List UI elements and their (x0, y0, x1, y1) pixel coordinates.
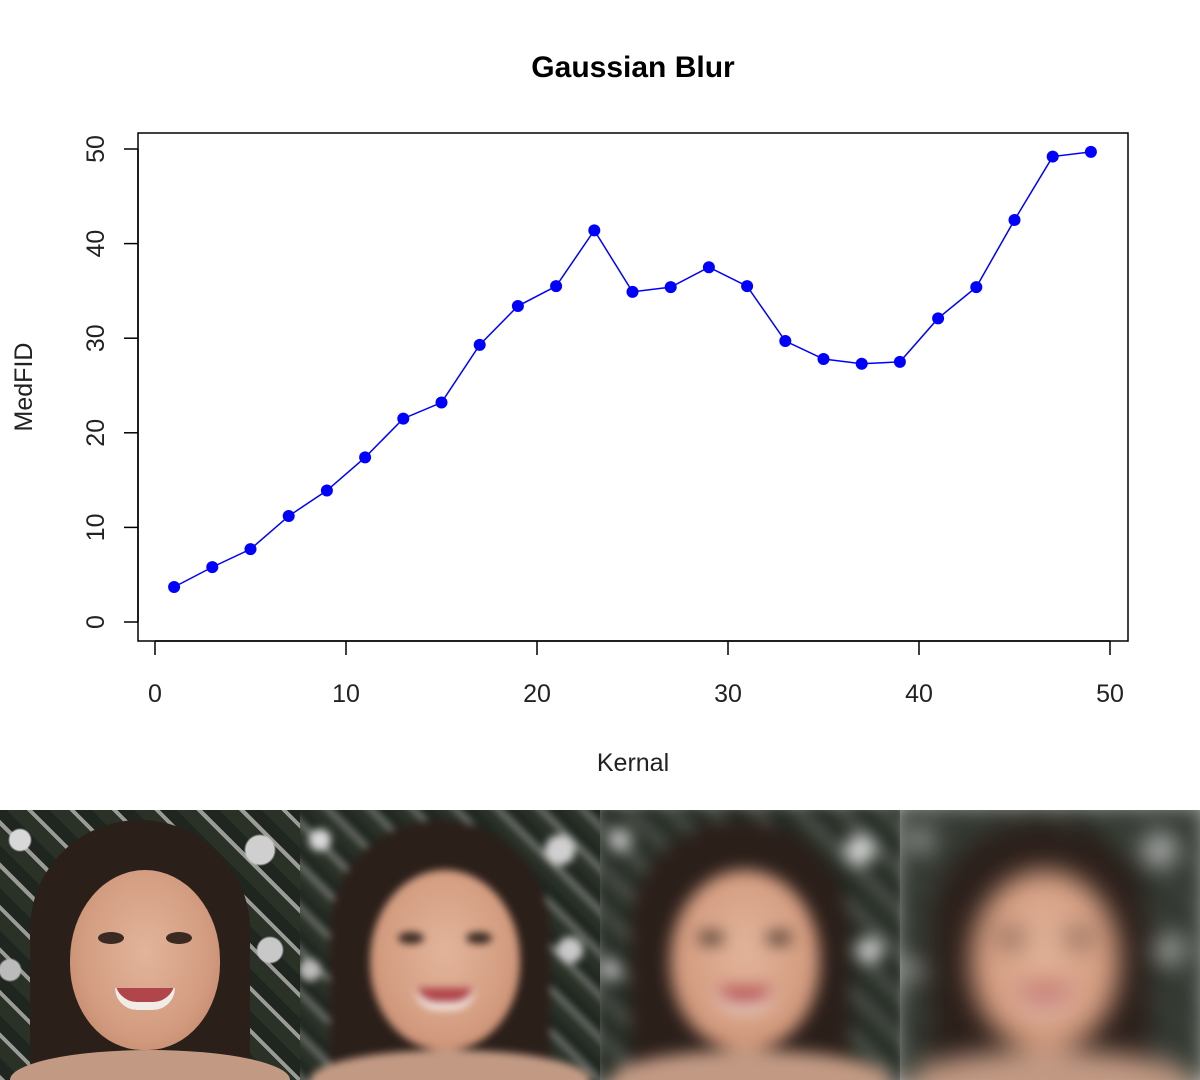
data-point (664, 281, 677, 294)
face-photo-original (0, 810, 300, 1080)
face-photo-blur-medium (600, 810, 900, 1080)
data-point (206, 561, 219, 574)
x-tick-label: 30 (714, 680, 742, 708)
y-tick-label: 10 (82, 513, 110, 541)
data-point (779, 335, 792, 348)
x-axis-label: Kernal (597, 749, 669, 777)
face-photo-blur-light (300, 810, 600, 1080)
data-point (855, 357, 868, 370)
series-layer (168, 145, 1097, 593)
x-tick-label: 0 (148, 680, 162, 708)
data-point (1046, 150, 1059, 163)
series-line (173, 151, 1091, 588)
data-point (702, 261, 715, 274)
x-tick-label: 40 (905, 680, 933, 708)
face-photo-strip (0, 810, 1200, 1080)
data-point (473, 338, 486, 351)
y-tick-label: 50 (82, 135, 110, 163)
data-point (1008, 213, 1021, 226)
data-point (397, 412, 410, 425)
data-point (320, 484, 333, 497)
plot-frame (137, 132, 1129, 642)
data-point (1084, 145, 1097, 158)
y-tick-label: 30 (82, 324, 110, 352)
data-point (932, 312, 945, 325)
line-chart: Gaussian Blur 0 10 20 30 40 50 0 10 20 30 40 50 Ke… (10, 51, 1129, 777)
y-tick-label: 0 (82, 615, 110, 629)
x-axis: 0 10 20 30 40 50 (148, 640, 1124, 708)
data-point (588, 224, 601, 237)
x-tick-label: 20 (523, 680, 551, 708)
data-point (893, 355, 906, 368)
data-point (626, 285, 639, 298)
face-photo-blur-strong (900, 810, 1200, 1080)
y-tick-label: 40 (82, 230, 110, 258)
y-axis: 0 10 20 30 40 50 (82, 135, 139, 629)
data-point (244, 543, 257, 556)
data-point (970, 281, 983, 294)
chart-title: Gaussian Blur (531, 51, 735, 84)
data-point (511, 300, 524, 313)
data-point (550, 280, 563, 293)
data-point (282, 510, 295, 523)
data-point (817, 353, 830, 366)
y-axis-label: MedFID (10, 343, 38, 432)
data-point (168, 580, 181, 593)
data-point (359, 451, 372, 464)
x-tick-label: 10 (332, 680, 360, 708)
data-point (741, 280, 754, 293)
x-tick-label: 50 (1096, 680, 1124, 708)
data-point (435, 396, 448, 409)
y-tick-label: 20 (82, 419, 110, 447)
